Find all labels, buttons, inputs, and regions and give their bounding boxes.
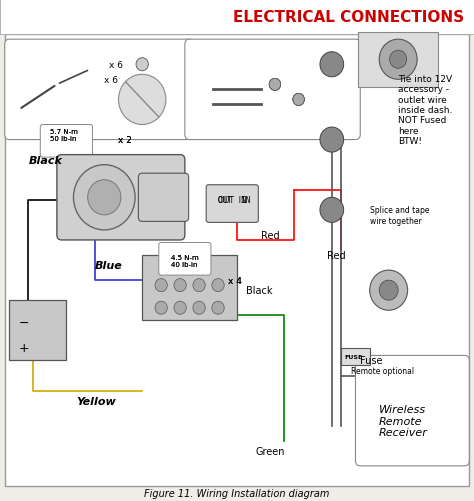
Circle shape [212,302,224,315]
Text: Fuse: Fuse [360,356,383,366]
Circle shape [320,128,344,153]
FancyBboxPatch shape [206,185,258,223]
Circle shape [320,53,344,78]
Circle shape [320,198,344,223]
Text: x 6: x 6 [109,61,123,70]
Text: Red: Red [327,250,346,261]
Text: OUT  IN: OUT IN [218,196,250,205]
Circle shape [193,302,205,315]
FancyBboxPatch shape [138,174,189,222]
Circle shape [379,40,417,80]
Text: Black: Black [28,155,62,165]
Circle shape [73,165,135,230]
FancyBboxPatch shape [0,0,474,35]
FancyBboxPatch shape [159,243,211,276]
Circle shape [193,279,205,292]
Text: Tie into 12V
accessory -
outlet wire
inside dash.
NOT Fused
here
BTW!: Tie into 12V accessory - outlet wire ins… [398,75,453,146]
Text: 4.5 N-m
40 lb-in: 4.5 N-m 40 lb-in [171,254,199,267]
Text: Green: Green [256,446,285,456]
FancyBboxPatch shape [57,155,185,240]
Text: 5.7 N-m
50 lb-in: 5.7 N-m 50 lb-in [50,129,78,142]
Circle shape [293,94,304,106]
Text: Wireless
Remote
Receiver: Wireless Remote Receiver [379,404,428,437]
FancyBboxPatch shape [356,356,469,466]
Text: x 6: x 6 [104,76,118,85]
Circle shape [136,59,148,72]
Text: 5.7 N-m
50 lb-in: 5.7 N-m 50 lb-in [50,129,78,142]
Text: OUT  IN: OUT IN [218,196,247,205]
FancyBboxPatch shape [5,40,194,140]
Circle shape [118,75,166,125]
Circle shape [155,302,167,315]
Circle shape [390,51,407,69]
Circle shape [174,279,186,292]
Circle shape [293,94,304,106]
Circle shape [269,79,281,91]
Text: Figure 11. Wiring Installation diagram: Figure 11. Wiring Installation diagram [144,488,330,498]
Circle shape [379,281,398,301]
Text: x 4: x 4 [228,276,241,285]
Circle shape [269,79,281,91]
FancyBboxPatch shape [5,35,469,486]
Circle shape [155,279,167,292]
Text: 4.5 N-m
40 lb-in: 4.5 N-m 40 lb-in [171,254,199,267]
Text: +: + [18,342,29,355]
FancyBboxPatch shape [40,125,92,158]
Text: x 2: x 2 [118,136,132,145]
Circle shape [141,79,153,92]
Circle shape [136,99,148,112]
Text: Red: Red [261,230,279,240]
Circle shape [212,279,224,292]
Text: Blue: Blue [95,261,123,271]
Text: Remote optional: Remote optional [351,366,414,375]
Text: Black: Black [246,286,273,296]
Text: x 2: x 2 [118,136,132,145]
FancyBboxPatch shape [185,40,360,140]
Text: ELECTRICAL CONNECTIONS: ELECTRICAL CONNECTIONS [233,10,465,25]
Circle shape [88,180,121,215]
Circle shape [293,94,304,106]
Text: Yellow: Yellow [76,396,116,406]
FancyBboxPatch shape [9,301,66,361]
Text: Splice and tape
wire together: Splice and tape wire together [370,206,429,225]
Text: x 4: x 4 [228,276,241,285]
FancyBboxPatch shape [358,33,438,88]
Circle shape [174,302,186,315]
FancyBboxPatch shape [341,348,370,366]
Circle shape [269,79,281,91]
Text: FUSE: FUSE [344,355,362,360]
Circle shape [293,94,304,106]
Text: −: − [18,317,29,330]
FancyBboxPatch shape [142,256,237,321]
Circle shape [269,79,281,91]
Circle shape [370,271,408,311]
